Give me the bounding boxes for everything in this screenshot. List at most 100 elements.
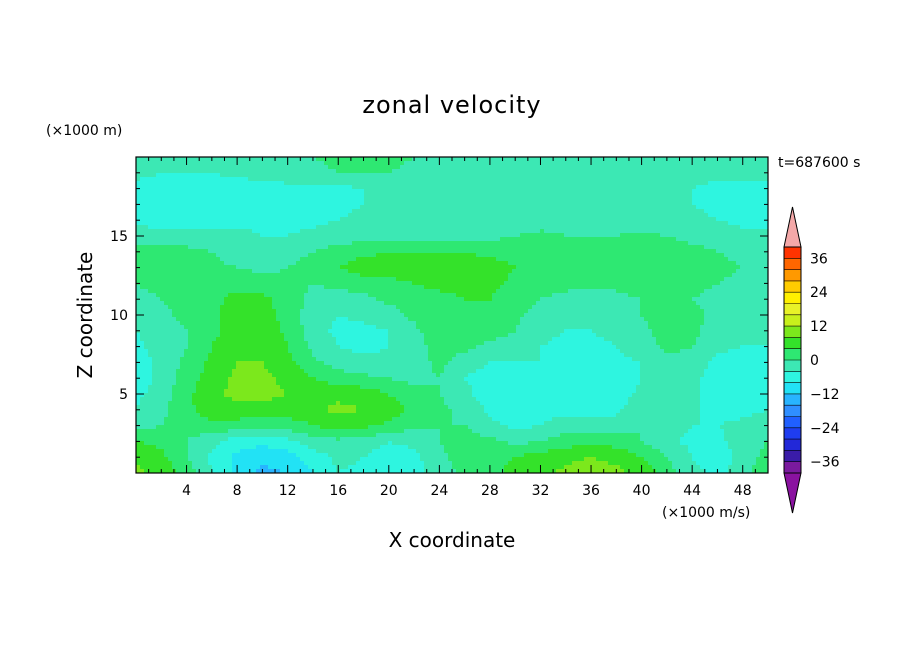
contour-cell xyxy=(400,225,405,230)
contour-cell xyxy=(668,161,673,166)
contour-cell xyxy=(480,161,485,166)
contour-cell xyxy=(728,249,733,254)
contour-cell xyxy=(352,157,357,162)
contour-cell xyxy=(676,197,681,202)
contour-cell xyxy=(520,229,525,234)
contour-cell xyxy=(476,245,481,250)
contour-cell xyxy=(360,157,365,162)
contour-cell xyxy=(412,181,417,186)
contour-cell xyxy=(184,245,189,250)
contour-cell xyxy=(436,233,441,238)
contour-cell xyxy=(536,165,541,170)
contour-cell xyxy=(156,205,161,210)
contour-cell xyxy=(496,209,501,214)
contour-cell xyxy=(316,213,321,218)
contour-cell xyxy=(376,193,381,198)
contour-cell xyxy=(408,197,413,202)
contour-cell xyxy=(272,277,277,282)
contour-cell xyxy=(556,169,561,174)
contour-cell xyxy=(636,185,641,190)
contour-cell xyxy=(396,169,401,174)
contour-cell xyxy=(336,233,341,238)
contour-cell xyxy=(480,273,485,278)
contour-cell xyxy=(752,253,757,258)
contour-cell xyxy=(428,161,433,166)
contour-cell xyxy=(196,165,201,170)
contour-cell xyxy=(368,273,373,278)
contour-cell xyxy=(636,221,641,226)
contour-cell xyxy=(612,201,617,206)
contour-cell xyxy=(152,253,157,258)
contour-cell xyxy=(340,281,345,286)
contour-cell xyxy=(252,189,257,194)
contour-cell xyxy=(188,213,193,218)
contour-cell xyxy=(144,201,149,206)
contour-cell xyxy=(292,253,297,258)
contour-cell xyxy=(592,209,597,214)
contour-cell xyxy=(636,189,641,194)
contour-cell xyxy=(336,253,341,258)
contour-cell xyxy=(732,249,737,254)
contour-cell xyxy=(168,201,173,206)
contour-cell xyxy=(720,185,725,190)
contour-cell xyxy=(624,201,629,206)
contour-cell xyxy=(456,225,461,230)
contour-cell xyxy=(672,169,677,174)
contour-cell xyxy=(140,181,145,186)
contour-cell xyxy=(144,273,149,278)
contour-cell xyxy=(652,225,657,230)
contour-cell xyxy=(228,253,233,258)
contour-cell xyxy=(748,209,753,214)
contour-cell xyxy=(584,241,589,246)
contour-cell xyxy=(348,173,353,178)
contour-cell xyxy=(292,265,297,270)
contour-cell xyxy=(420,181,425,186)
contour-cell xyxy=(388,221,393,226)
contour-cell xyxy=(684,261,689,266)
contour-cell xyxy=(204,245,209,250)
contour-cell xyxy=(256,241,261,246)
contour-cell xyxy=(428,241,433,246)
contour-cell xyxy=(672,233,677,238)
contour-cell xyxy=(436,157,441,162)
contour-cell xyxy=(472,229,477,234)
contour-cell xyxy=(748,217,753,222)
contour-cell xyxy=(464,261,469,266)
contour-cell xyxy=(384,233,389,238)
contour-cell xyxy=(144,225,149,230)
contour-cell xyxy=(420,273,425,278)
contour-cell xyxy=(656,241,661,246)
contour-cell xyxy=(304,165,309,170)
contour-cell xyxy=(388,209,393,214)
contour-cell xyxy=(564,193,569,198)
contour-cell xyxy=(148,201,153,206)
contour-cell xyxy=(312,241,317,246)
contour-cell xyxy=(576,177,581,182)
contour-cell xyxy=(648,209,653,214)
contour-cell xyxy=(716,217,721,222)
contour-cell xyxy=(632,277,637,282)
contour-cell xyxy=(400,217,405,222)
contour-cell xyxy=(348,165,353,170)
contour-cell xyxy=(388,189,393,194)
contour-cell xyxy=(652,221,657,226)
contour-cell xyxy=(676,225,681,230)
contour-cell xyxy=(616,221,621,226)
contour-cell xyxy=(192,277,197,282)
contour-cell xyxy=(500,229,505,234)
contour-cell xyxy=(472,281,477,286)
contour-cell xyxy=(400,245,405,250)
contour-cell xyxy=(224,217,229,222)
contour-cell xyxy=(440,197,445,202)
contour-cell xyxy=(396,269,401,274)
contour-cell xyxy=(316,249,321,254)
contour-cell xyxy=(404,241,409,246)
contour-cell xyxy=(492,265,497,270)
contour-cell xyxy=(224,281,229,286)
contour-cell xyxy=(256,205,261,210)
contour-cell xyxy=(548,221,553,226)
contour-cell xyxy=(404,225,409,230)
contour-cell xyxy=(148,161,153,166)
contour-cell xyxy=(208,241,213,246)
contour-cell xyxy=(488,269,493,274)
